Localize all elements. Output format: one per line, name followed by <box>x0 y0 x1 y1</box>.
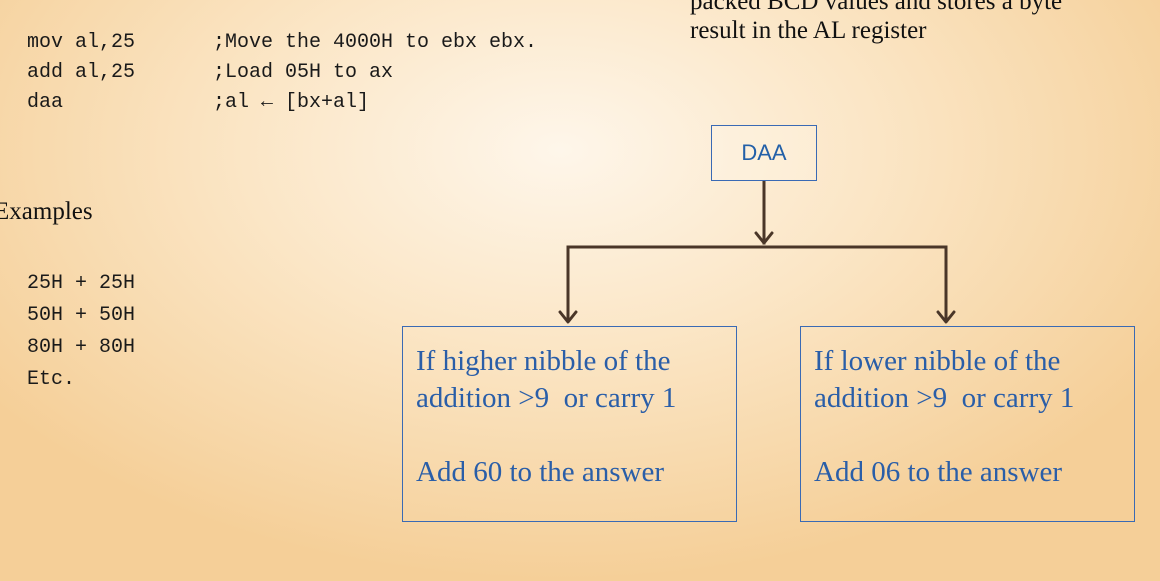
daa-root-node: DAA <box>711 125 817 181</box>
example-item: 80H + 80H <box>27 336 136 359</box>
description-line-2: result in the AL register <box>690 17 927 44</box>
code-comment: ;al ← [bx+al] <box>213 91 370 114</box>
code-comment: ;Load 05H to ax <box>213 61 394 84</box>
daa-root-label: DAA <box>741 140 787 165</box>
code-line-3: daa ;al ← [bx+al] <box>27 91 369 115</box>
code-line-2: add al,25 ;Load 05H to ax <box>27 61 393 85</box>
code-instruction: daa <box>27 91 64 114</box>
example-item: 50H + 50H <box>27 304 136 327</box>
description-line-1: packed BCD values and stores a byte <box>690 0 1063 15</box>
lower-nibble-action: Add 06 to the answer <box>814 456 1063 488</box>
example-item: 25H + 25H <box>27 272 136 295</box>
lower-nibble-condition-line-2: addition >9 or carry 1 <box>814 382 1075 414</box>
left-arrowhead <box>558 310 578 324</box>
higher-nibble-condition-line-2: addition >9 or carry 1 <box>416 382 677 414</box>
higher-nibble-condition-line-1: If higher nibble of the <box>416 345 671 377</box>
lower-nibble-rule-box: If lower nibble of the addition >9 or ca… <box>800 326 1135 522</box>
higher-nibble-rule-box: If higher nibble of the addition >9 or c… <box>402 326 737 522</box>
right-arrowhead <box>936 310 956 324</box>
instruction-description: packed BCD values and stores a byte resu… <box>690 0 1160 45</box>
examples-heading: Examples <box>0 198 93 225</box>
root-arrowhead <box>754 231 774 245</box>
higher-nibble-action: Add 60 to the answer <box>416 456 665 488</box>
code-instruction: mov al,25 <box>27 31 136 54</box>
code-comment: ;Move the 4000H to ebx ebx. <box>213 31 538 54</box>
example-item: Etc. <box>27 368 76 391</box>
lower-nibble-condition-line-1: If lower nibble of the <box>814 345 1061 377</box>
code-instruction: add al,25 <box>27 61 136 84</box>
code-line-1: mov al,25 ;Move the 4000H to ebx ebx. <box>27 31 537 55</box>
